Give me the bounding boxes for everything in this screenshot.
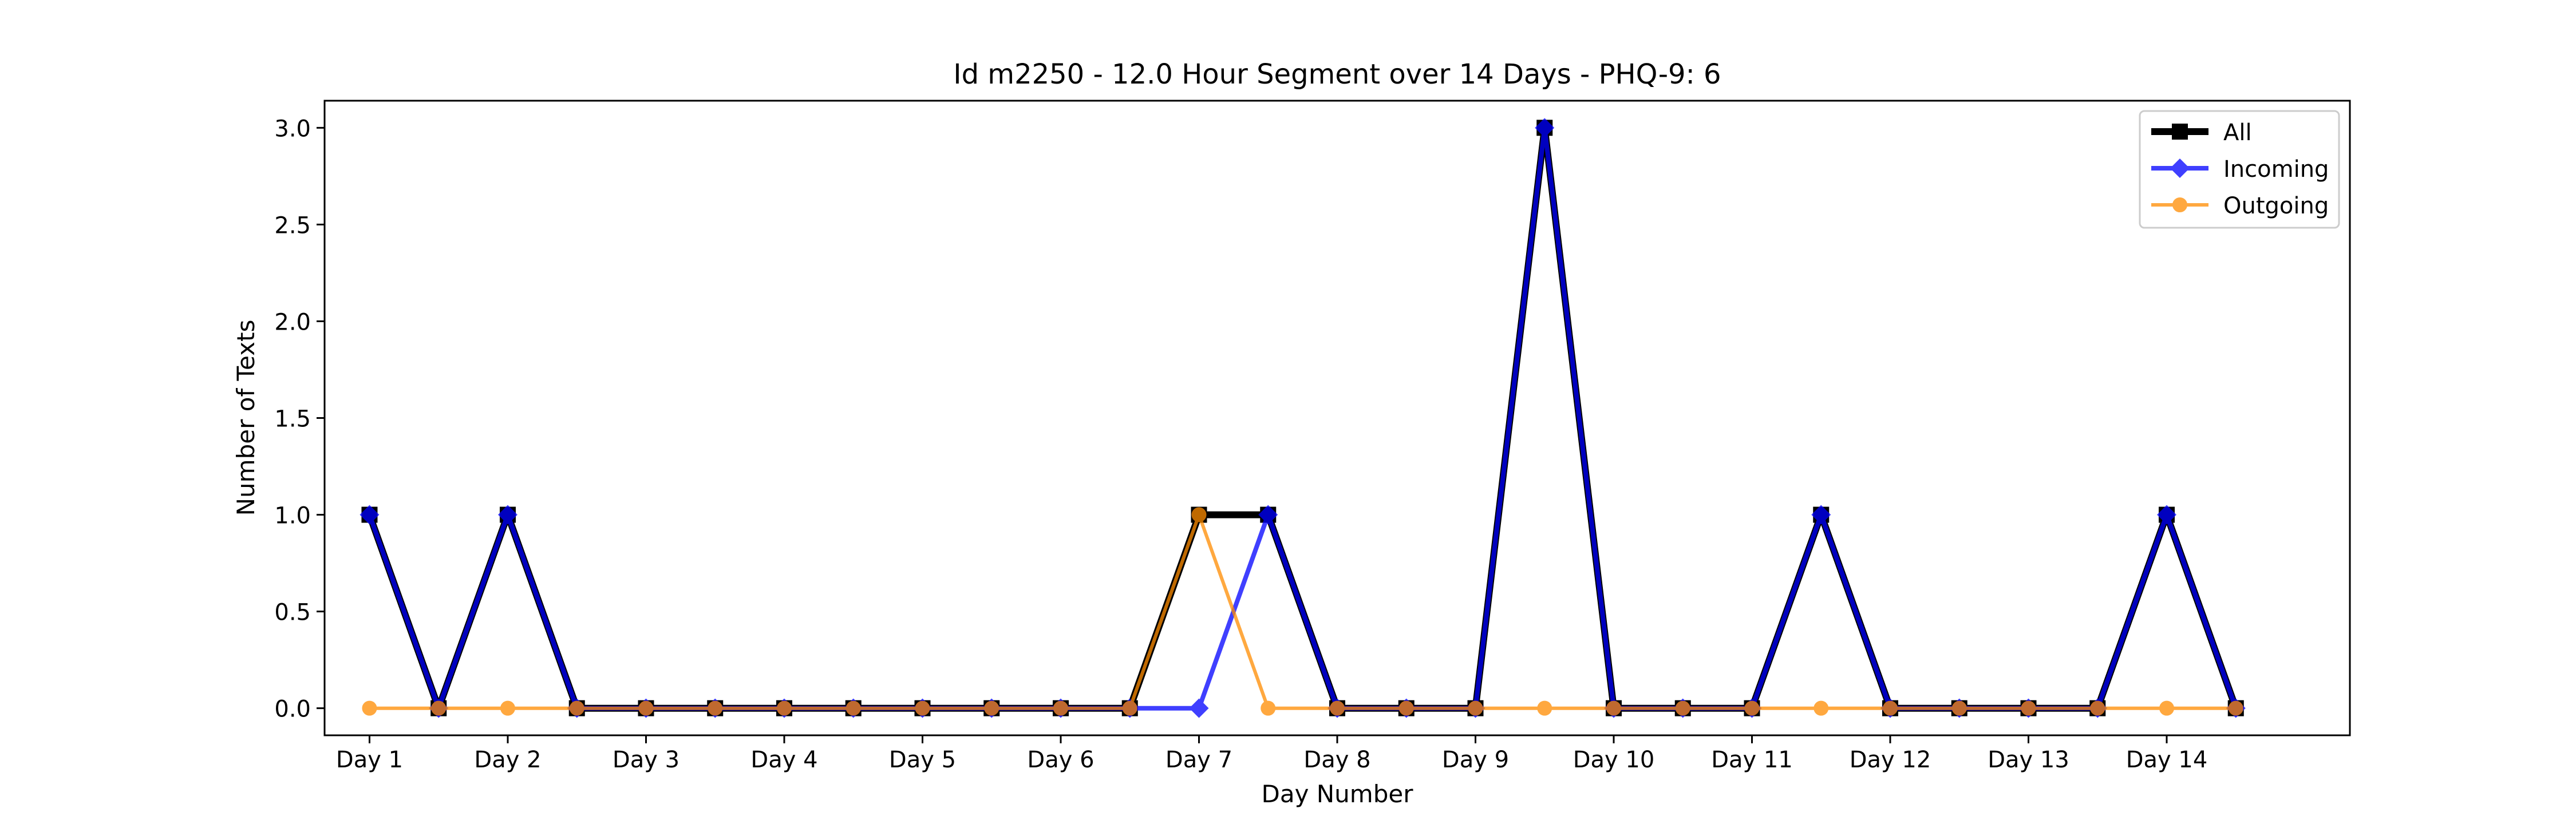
series-line	[369, 513, 2236, 710]
x-tick-label: Day 1	[336, 747, 403, 773]
series-line	[366, 124, 2239, 712]
data-point	[984, 700, 999, 716]
data-point	[1122, 700, 1137, 716]
y-tick-label: 0.5	[274, 600, 311, 626]
x-tick-label: Day 9	[1442, 747, 1509, 773]
x-tick-label: Day 13	[1988, 747, 2069, 773]
x-tick-label: Day 3	[613, 747, 679, 773]
data-point	[1814, 700, 1829, 716]
y-tick-label: 0.0	[274, 696, 311, 723]
y-axis: 0.0 0.5 1.0 1.5 2.0 2.5 3.0	[274, 116, 325, 723]
legend-box	[2139, 110, 2340, 229]
chart-title: Id m2250 - 12.0 Hour Segment over 14 Day…	[953, 58, 1721, 90]
data-point	[1398, 700, 1414, 716]
legend-item-incoming	[2151, 158, 2208, 179]
legend-label: All	[2223, 120, 2252, 146]
x-tick-label: Day 2	[474, 747, 541, 773]
x-tick-label: Day 8	[1303, 747, 1370, 773]
data-point	[1191, 507, 1207, 522]
x-tick-label: Day 14	[2126, 747, 2208, 773]
data-point	[915, 700, 930, 716]
data-point	[1883, 700, 1898, 716]
plot-frame	[323, 100, 2351, 736]
data-point	[497, 505, 518, 525]
x-tick-label: Day 4	[750, 747, 817, 773]
series-layer	[359, 118, 2246, 718]
data-point	[2090, 700, 2105, 716]
data-point	[1535, 118, 1555, 138]
data-point	[1330, 700, 1345, 716]
y-tick-label: 1.0	[274, 503, 311, 529]
data-point	[1951, 700, 1967, 716]
y-tick-label: 2.0	[274, 309, 311, 335]
data-point	[500, 700, 515, 716]
x-tick-label: Day 12	[1850, 747, 1931, 773]
data-point	[1468, 700, 1483, 716]
x-tick-label: Day 5	[889, 747, 956, 773]
x-tick-label: Day 11	[1711, 747, 1793, 773]
data-point	[1053, 700, 1068, 716]
data-point	[846, 700, 861, 716]
y-tick-label: 3.0	[274, 116, 311, 142]
data-point	[2228, 700, 2243, 716]
data-point	[638, 700, 654, 716]
series-incoming	[359, 118, 2246, 718]
data-point	[2021, 700, 2036, 716]
data-point	[1258, 505, 1278, 525]
legend-marker	[2170, 158, 2190, 179]
y-axis-label: Number of Texts	[232, 320, 260, 516]
data-point	[569, 700, 584, 716]
y-tick-label: 1.5	[274, 406, 311, 433]
legend: All Incoming Outgoing	[2139, 110, 2340, 229]
legend-marker	[2172, 124, 2188, 140]
data-point	[359, 505, 380, 525]
legend-item-outgoing	[2151, 197, 2208, 212]
plot-area: 0.00.51.01.52.02.53.0 Day 1 Day 2 Day 3 Day…	[274, 100, 2351, 773]
data-point	[1675, 700, 1690, 716]
data-point	[1744, 700, 1760, 716]
legend-item-all	[2151, 124, 2208, 140]
data-point	[1261, 700, 1276, 716]
x-tick-label: Day 10	[1573, 747, 1655, 773]
data-point	[776, 700, 792, 716]
x-tick-label: Day 7	[1165, 747, 1232, 773]
data-point	[2156, 505, 2177, 525]
x-axis-label: Day Number	[1261, 780, 1413, 808]
y-tick-label: 2.5	[274, 212, 311, 239]
data-point	[1606, 700, 1622, 716]
data-point	[362, 700, 377, 716]
data-point	[1811, 505, 1831, 525]
legend-marker	[2172, 197, 2187, 212]
data-point	[1189, 698, 1209, 718]
data-point	[708, 700, 723, 716]
x-axis: Day 1 Day 2 Day 3 Day 4 Day 5 Day 6 Day 7 Day 8…	[336, 735, 2207, 773]
data-point	[1537, 700, 1552, 716]
series-outgoing	[362, 507, 2243, 716]
legend-label: Incoming	[2223, 156, 2329, 183]
data-point	[2159, 700, 2175, 716]
x-tick-label: Day 6	[1027, 747, 1094, 773]
legend-label: Outgoing	[2223, 193, 2329, 219]
data-point	[431, 700, 447, 716]
series-all	[361, 120, 2244, 716]
